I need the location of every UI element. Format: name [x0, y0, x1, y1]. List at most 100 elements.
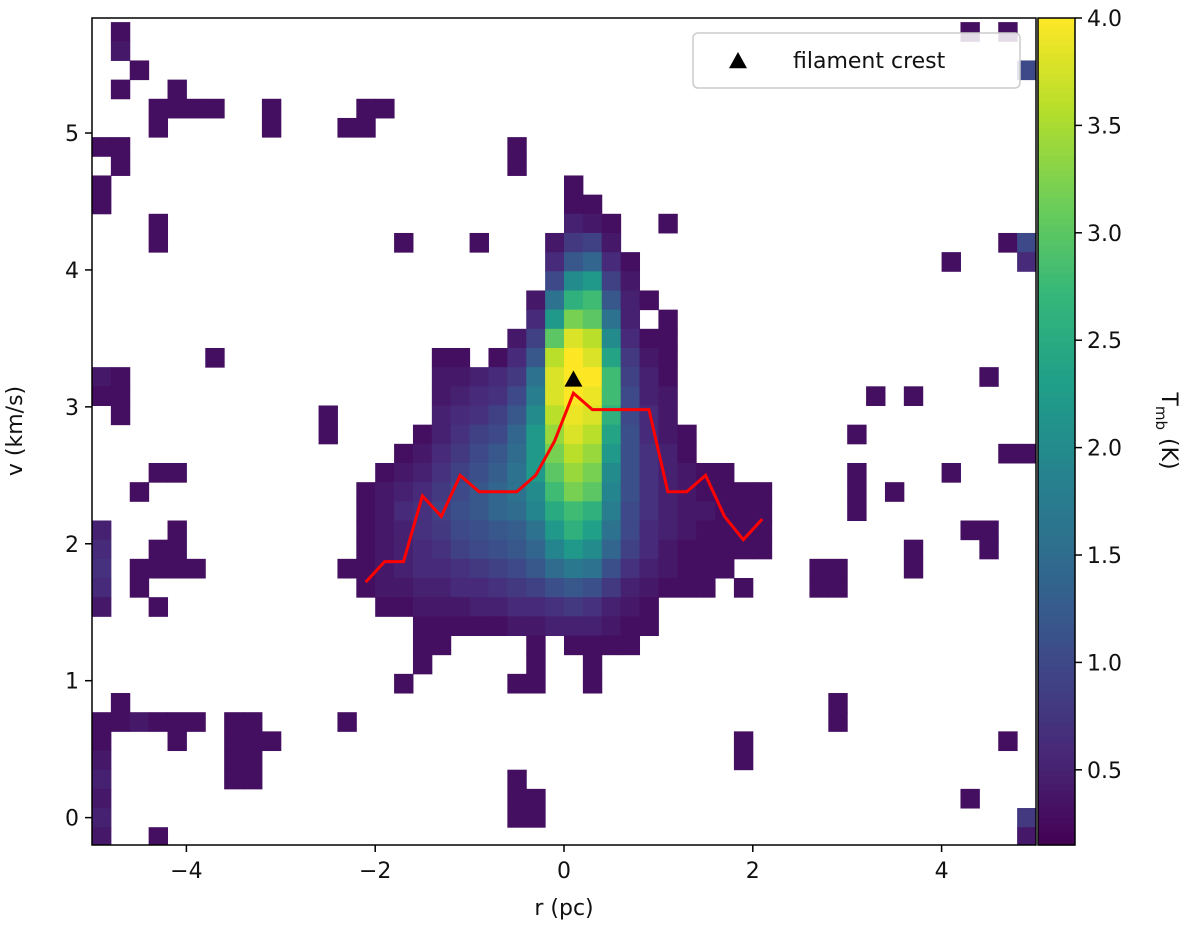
- colorbar-segment: [1038, 527, 1075, 536]
- heatmap-cell: [356, 501, 376, 521]
- colorbar-segment: [1038, 348, 1075, 357]
- heatmap-cell: [92, 520, 112, 541]
- heatmap-cell: [526, 597, 546, 617]
- colorbar-tick-label: 3.5: [1087, 114, 1122, 139]
- heatmap-cell: [469, 405, 489, 426]
- heatmap-cell: [582, 482, 603, 502]
- heatmap-cell: [847, 424, 867, 445]
- heatmap-cell: [243, 712, 263, 732]
- heatmap-cell: [545, 558, 565, 579]
- colorbar-segment: [1038, 224, 1075, 233]
- heatmap-cell: [394, 232, 414, 253]
- x-tick-label: 4: [935, 859, 949, 884]
- heatmap-cell: [620, 347, 641, 368]
- heatmap-cell: [620, 520, 641, 541]
- heatmap-cell: [620, 424, 641, 445]
- colorbar-segment: [1038, 197, 1075, 205]
- heatmap-cell: [129, 482, 150, 502]
- colorbar-segment: [1038, 803, 1075, 812]
- heatmap-cell: [394, 462, 414, 483]
- heatmap-cell: [488, 462, 508, 483]
- heatmap-cell: [526, 347, 546, 368]
- heatmap-cell: [582, 290, 603, 311]
- heatmap-cell: [507, 462, 527, 483]
- colorbar-segment: [1038, 755, 1075, 763]
- heatmap-cell: [507, 137, 527, 157]
- heatmap-cell: [809, 578, 829, 598]
- heatmap-cell: [129, 60, 150, 81]
- colorbar-segment: [1038, 459, 1075, 467]
- colorbar-label-main: T: [1156, 391, 1181, 406]
- colorbar-segment: [1038, 714, 1075, 722]
- heatmap-cell: [582, 328, 603, 349]
- heatmap-cell: [375, 462, 395, 483]
- colorbar-segment: [1038, 831, 1075, 839]
- heatmap-cell: [620, 386, 641, 406]
- colorbar-segment: [1038, 266, 1075, 274]
- heatmap-cell: [733, 501, 754, 521]
- heatmap-cell: [148, 558, 169, 579]
- heatmap-cell: [564, 578, 584, 598]
- heatmap-cell: [677, 558, 697, 579]
- heatmap-cell: [469, 616, 489, 637]
- heatmap-cell: [224, 712, 244, 732]
- heatmap-cell: [752, 539, 773, 560]
- heatmap-cell: [412, 482, 433, 502]
- heatmap-cell: [564, 290, 584, 311]
- heatmap-cell: [110, 712, 131, 732]
- colorbar-segment: [1038, 652, 1075, 660]
- heatmap-cell: [733, 731, 754, 752]
- x-tick-label: 2: [746, 859, 760, 884]
- colorbar-segment: [1038, 438, 1075, 446]
- heatmap-cell: [564, 482, 584, 502]
- heatmap-cell: [582, 252, 603, 272]
- heatmap-cell: [167, 79, 187, 100]
- heatmap-cell: [526, 309, 546, 330]
- heatmap-cell: [620, 290, 641, 311]
- heatmap-cell: [356, 98, 376, 119]
- heatmap-cell: [582, 367, 603, 387]
- heatmap-cell: [526, 482, 546, 502]
- colorbar-segment: [1038, 493, 1075, 502]
- heatmap-cell: [507, 616, 527, 637]
- heatmap-cell: [733, 482, 754, 502]
- heatmap-cell: [431, 520, 452, 541]
- heatmap-cell: [639, 290, 659, 311]
- heatmap-cell: [1017, 232, 1036, 253]
- heatmap-cell: [564, 558, 584, 579]
- heatmap-cell: [658, 367, 678, 387]
- heatmap-cell: [488, 520, 508, 541]
- colorbar-segment: [1038, 59, 1075, 67]
- heatmap-cell: [582, 232, 603, 253]
- heatmap-cell: [545, 290, 565, 311]
- heatmap-cell: [752, 501, 773, 521]
- colorbar-segment: [1038, 369, 1075, 377]
- heatmap-cell: [696, 539, 716, 560]
- colorbar-segment: [1038, 727, 1075, 736]
- heatmap-cell: [545, 462, 565, 483]
- heatmap-cell: [601, 271, 622, 291]
- colorbar-segment: [1038, 204, 1075, 212]
- heatmap-cell: [564, 539, 584, 560]
- colorbar-segment: [1038, 541, 1075, 550]
- heatmap-cell: [488, 367, 508, 387]
- heatmap-cell: [979, 367, 999, 387]
- heatmap-cell: [394, 482, 414, 502]
- heatmap-cell: [582, 578, 603, 598]
- heatmap-cell: [92, 712, 112, 732]
- heatmap-cell: [847, 462, 867, 483]
- heatmap-cell: [658, 405, 678, 426]
- colorbar-tick-label: 1.5: [1087, 544, 1122, 569]
- heatmap-cell: [507, 788, 527, 809]
- heatmap-cell: [243, 769, 263, 790]
- heatmap-cell: [507, 424, 527, 445]
- colorbar-tick-label: 2.5: [1087, 329, 1122, 354]
- heatmap-cell: [1017, 443, 1036, 464]
- colorbar-segment: [1038, 658, 1075, 667]
- legend-box: [692, 32, 1021, 89]
- heatmap-cell: [828, 693, 848, 713]
- heatmap-cell: [564, 520, 584, 541]
- heatmap-cell: [715, 462, 735, 483]
- heatmap-cell: [450, 424, 471, 445]
- heatmap-cell: [469, 539, 489, 560]
